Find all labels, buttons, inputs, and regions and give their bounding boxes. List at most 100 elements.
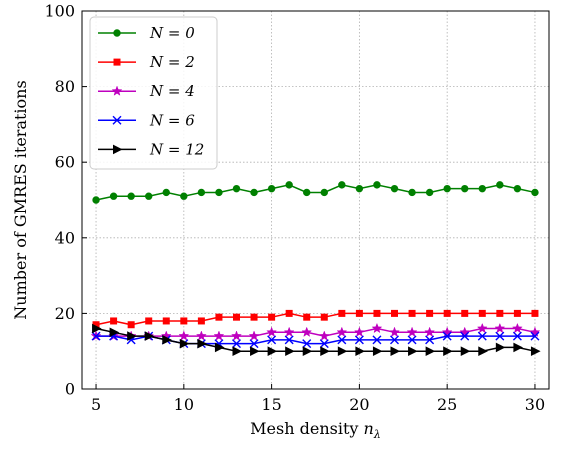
- data-point: [354, 335, 364, 345]
- data-point: [283, 326, 295, 337]
- data-point: [391, 309, 399, 317]
- data-point: [531, 309, 539, 317]
- data-point: [214, 342, 225, 353]
- data-point: [373, 309, 381, 317]
- data-point: [408, 309, 416, 317]
- data-point: [109, 192, 118, 200]
- data-point: [390, 335, 399, 345]
- data-point: [336, 326, 348, 337]
- data-point: [285, 181, 293, 189]
- data-point: [145, 192, 153, 200]
- data-point: [531, 188, 539, 197]
- y-axis-label: Number of GMRES iterations: [11, 80, 30, 319]
- data-point: [512, 331, 522, 341]
- data-point: [231, 330, 242, 341]
- data-point: [127, 192, 135, 200]
- data-point: [389, 326, 400, 337]
- data-point: [319, 339, 329, 349]
- y-tick-label: 40: [55, 228, 75, 247]
- data-point: [530, 346, 541, 357]
- x-axis-label-sub: λ: [373, 428, 381, 441]
- data-point: [513, 184, 522, 193]
- data-point: [406, 326, 418, 337]
- data-point: [337, 335, 347, 345]
- data-point: [372, 346, 383, 357]
- data-point: [195, 330, 207, 341]
- data-point: [320, 346, 330, 357]
- data-point: [110, 317, 118, 325]
- data-point: [530, 331, 540, 341]
- x-tick-label: 30: [525, 395, 545, 414]
- data-point: [338, 181, 346, 189]
- data-point: [461, 309, 469, 317]
- data-point: [267, 184, 276, 193]
- x-tick-label: 10: [174, 395, 194, 414]
- data-point: [478, 184, 486, 193]
- data-point: [267, 346, 278, 357]
- data-point: [284, 335, 294, 345]
- series-line: [95, 184, 536, 201]
- data-point: [355, 184, 364, 193]
- data-point: [443, 346, 453, 357]
- data-point: [441, 326, 453, 337]
- legend-label: N = 12: [149, 140, 204, 158]
- data-point: [250, 346, 260, 357]
- data-point: [249, 339, 259, 349]
- data-point: [495, 331, 505, 341]
- y-tick-label: 60: [55, 153, 75, 172]
- data-point: [353, 326, 365, 337]
- data-point: [180, 317, 188, 325]
- data-point: [178, 330, 190, 341]
- legend-item: N = 2: [98, 53, 195, 71]
- data-point: [302, 339, 312, 349]
- data-point: [91, 331, 101, 341]
- x-tick-label: 15: [261, 395, 281, 414]
- legend-marker: [113, 29, 121, 37]
- x-tick-label: 5: [91, 395, 101, 414]
- y-tick-label: 100: [44, 2, 75, 21]
- x-tick-label: 25: [437, 395, 457, 414]
- legend-label: N = 0: [149, 24, 195, 42]
- data-point: [390, 184, 399, 193]
- data-point: [320, 313, 328, 321]
- series-4: [92, 323, 541, 357]
- data-point: [476, 322, 488, 334]
- series-line: [96, 335, 535, 345]
- data-point: [459, 326, 471, 337]
- data-point: [513, 309, 521, 317]
- series-line: [95, 312, 535, 326]
- data-point: [303, 188, 311, 197]
- data-point: [511, 322, 523, 334]
- data-point: [495, 342, 506, 353]
- legend-marker: [113, 58, 121, 66]
- data-point: [179, 338, 190, 349]
- data-point: [318, 330, 330, 341]
- data-point: [407, 335, 417, 345]
- data-point: [215, 313, 223, 321]
- data-point: [303, 313, 311, 321]
- legend-marker: [112, 115, 122, 125]
- data-point: [425, 346, 436, 357]
- data-point: [266, 326, 278, 337]
- data-point: [443, 184, 451, 193]
- data-point: [301, 326, 313, 337]
- data-point: [425, 335, 435, 345]
- data-point: [197, 317, 205, 325]
- data-point: [461, 184, 469, 193]
- data-point: [460, 346, 471, 357]
- x-axis-label-var: n: [364, 419, 374, 438]
- data-point: [268, 313, 276, 321]
- legend-item: N = 0: [98, 24, 195, 42]
- data-point: [232, 184, 241, 193]
- data-point: [215, 188, 223, 197]
- data-point: [162, 335, 172, 345]
- data-point: [302, 346, 313, 357]
- legend-box: [89, 16, 218, 170]
- legend: N = 0 N = 2 N = 4 N = 6 N = 12: [89, 16, 218, 170]
- data-point: [232, 346, 243, 357]
- x-axis-label-main: Mesh density: [250, 419, 363, 438]
- data-point: [355, 309, 363, 317]
- legend-label: N = 6: [149, 111, 195, 129]
- series-0: [92, 181, 539, 204]
